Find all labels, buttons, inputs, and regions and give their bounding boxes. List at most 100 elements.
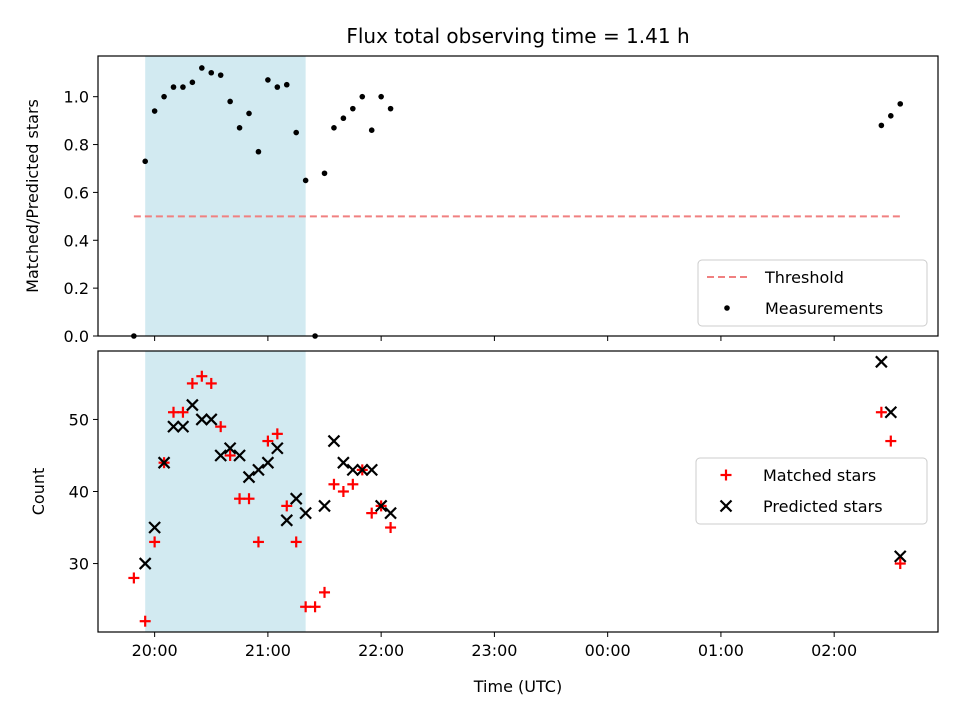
matched-star-point: [366, 507, 378, 519]
predicted-star-point-b: [893, 550, 907, 563]
measurement-point: [189, 79, 196, 86]
predicted-star-point: [875, 355, 888, 369]
y-axis-ticks-top: 0.0 0.2 0.4 0.6 0.8 1.0: [64, 88, 98, 346]
matched-star-point: [234, 493, 246, 505]
predicted-star-point-b: [176, 420, 190, 433]
measurement-point: [340, 115, 347, 122]
predicted-star-point-b: [337, 456, 350, 469]
matched-star-point: [224, 449, 236, 461]
y-axis-label-bottom: Count: [29, 468, 48, 516]
predicted-star-point: [233, 449, 246, 462]
y-axis-label-top: Matched/Predicted stars: [23, 99, 42, 293]
plot-frame-bottom: [97, 350, 939, 633]
predicted-star-point: [318, 499, 331, 513]
y-tick-label: 30: [69, 555, 89, 574]
x-axis-label: Time (UTC): [473, 677, 562, 696]
measurement-points: [131, 65, 904, 339]
predicted-star-point-b: [167, 420, 180, 433]
predicted-star-point: [289, 492, 303, 505]
predicted-star-point-b: [271, 441, 284, 455]
y-tick-label: 1.0: [64, 88, 89, 107]
measurement-point: [217, 72, 224, 78]
predicted-star-point-b: [138, 557, 152, 570]
predicted-star-point: [271, 441, 284, 455]
y-tick-label: 50: [69, 410, 89, 429]
matched-star-point: [319, 586, 331, 598]
x-tick-label: 01:00: [698, 641, 744, 660]
matched-star-point: [177, 406, 189, 418]
predicted-star-point: [893, 550, 907, 563]
legend-x-marker: [719, 499, 733, 513]
predicted-star-point-b: [355, 463, 369, 477]
measurement-point: [161, 93, 167, 100]
legend-predicted-swatch: [719, 499, 733, 513]
predicted-star-point-b: [214, 449, 227, 462]
predicted-star-point-b: [299, 506, 312, 520]
figure-title: Flux total observing time = 1.41 h: [346, 24, 689, 48]
matched-star-point: [243, 493, 255, 505]
predicted-star-point-b: [374, 499, 388, 513]
measurement-point: [142, 158, 148, 165]
predicted-star-point: [186, 398, 199, 412]
measurement-point: [170, 84, 177, 90]
measurement-point: [897, 101, 904, 107]
predicted-star-point: [261, 456, 275, 469]
measurement-point: [321, 170, 328, 177]
matched-star-point: [385, 522, 397, 534]
predicted-star-point-b: [280, 514, 294, 527]
legend-x-marker-b: [719, 499, 733, 513]
predicted-star-point: [214, 449, 227, 462]
predicted-star-point: [157, 456, 171, 469]
predicted-star-point-b: [252, 463, 265, 477]
measurement-point: [199, 65, 205, 71]
measurement-point: [331, 124, 337, 131]
x-tick-label: 22:00: [358, 641, 404, 660]
predicted-star-point: [365, 463, 378, 477]
measurement-point: [227, 98, 233, 105]
legend-measurements-label: Measurements: [765, 299, 883, 318]
predicted-star-point-b: [884, 405, 898, 419]
predicted-star-point: [176, 420, 190, 433]
matched-star-point: [252, 536, 264, 548]
matched-star-point: [328, 478, 340, 490]
matched-star-point: [149, 536, 161, 548]
measurement-point: [350, 105, 356, 112]
predicted-star-point: [252, 463, 265, 477]
legend-measurements-swatch: [724, 305, 730, 311]
legend-plus-marker: [720, 469, 732, 481]
count-panel: 30 40 50 20:00 21:00 22:00 23:00 00:00 01:00 02:…: [29, 350, 939, 696]
predicted-star-point: [884, 405, 898, 419]
predicted-star-point-b: [148, 521, 161, 534]
matched-star-point: [262, 435, 274, 447]
predicted-star-point: [337, 456, 350, 469]
measurement-point: [208, 69, 215, 76]
predicted-star-point: [148, 521, 161, 534]
x-tick-label: 21:00: [245, 641, 291, 660]
x-tick-label: 23:00: [471, 641, 517, 660]
predicted-star-point-b: [365, 463, 378, 477]
predicted-star-point-b: [875, 355, 888, 369]
observing-span-shade: [145, 56, 306, 336]
legend-box: [697, 259, 928, 327]
measurement-point: [302, 177, 309, 184]
predicted-star-point-b: [195, 413, 209, 426]
legend-matched-swatch: [720, 469, 732, 481]
predicted-star-point: [280, 514, 294, 527]
predicted-star-point-b: [242, 470, 256, 484]
matched-star-point: [271, 428, 283, 440]
x-axis-ticks-top: [154, 336, 835, 341]
predicted-star-point-b: [318, 499, 331, 513]
predicted-star-point-b: [157, 456, 171, 469]
predicted-star-point: [223, 441, 237, 455]
matched-star-point: [290, 536, 302, 548]
matched-star-point: [215, 421, 227, 433]
observing-span-shade: [145, 351, 306, 632]
measurement-point: [283, 81, 290, 88]
predicted-star-point-b: [233, 449, 246, 462]
matched-star-point: [168, 406, 180, 418]
predicted-star-point: [299, 506, 312, 520]
measurement-point: [368, 127, 375, 133]
predicted-star-point-b: [261, 456, 275, 469]
y-tick-label: 0.0: [64, 327, 89, 346]
predicted-star-point-b: [289, 492, 303, 505]
